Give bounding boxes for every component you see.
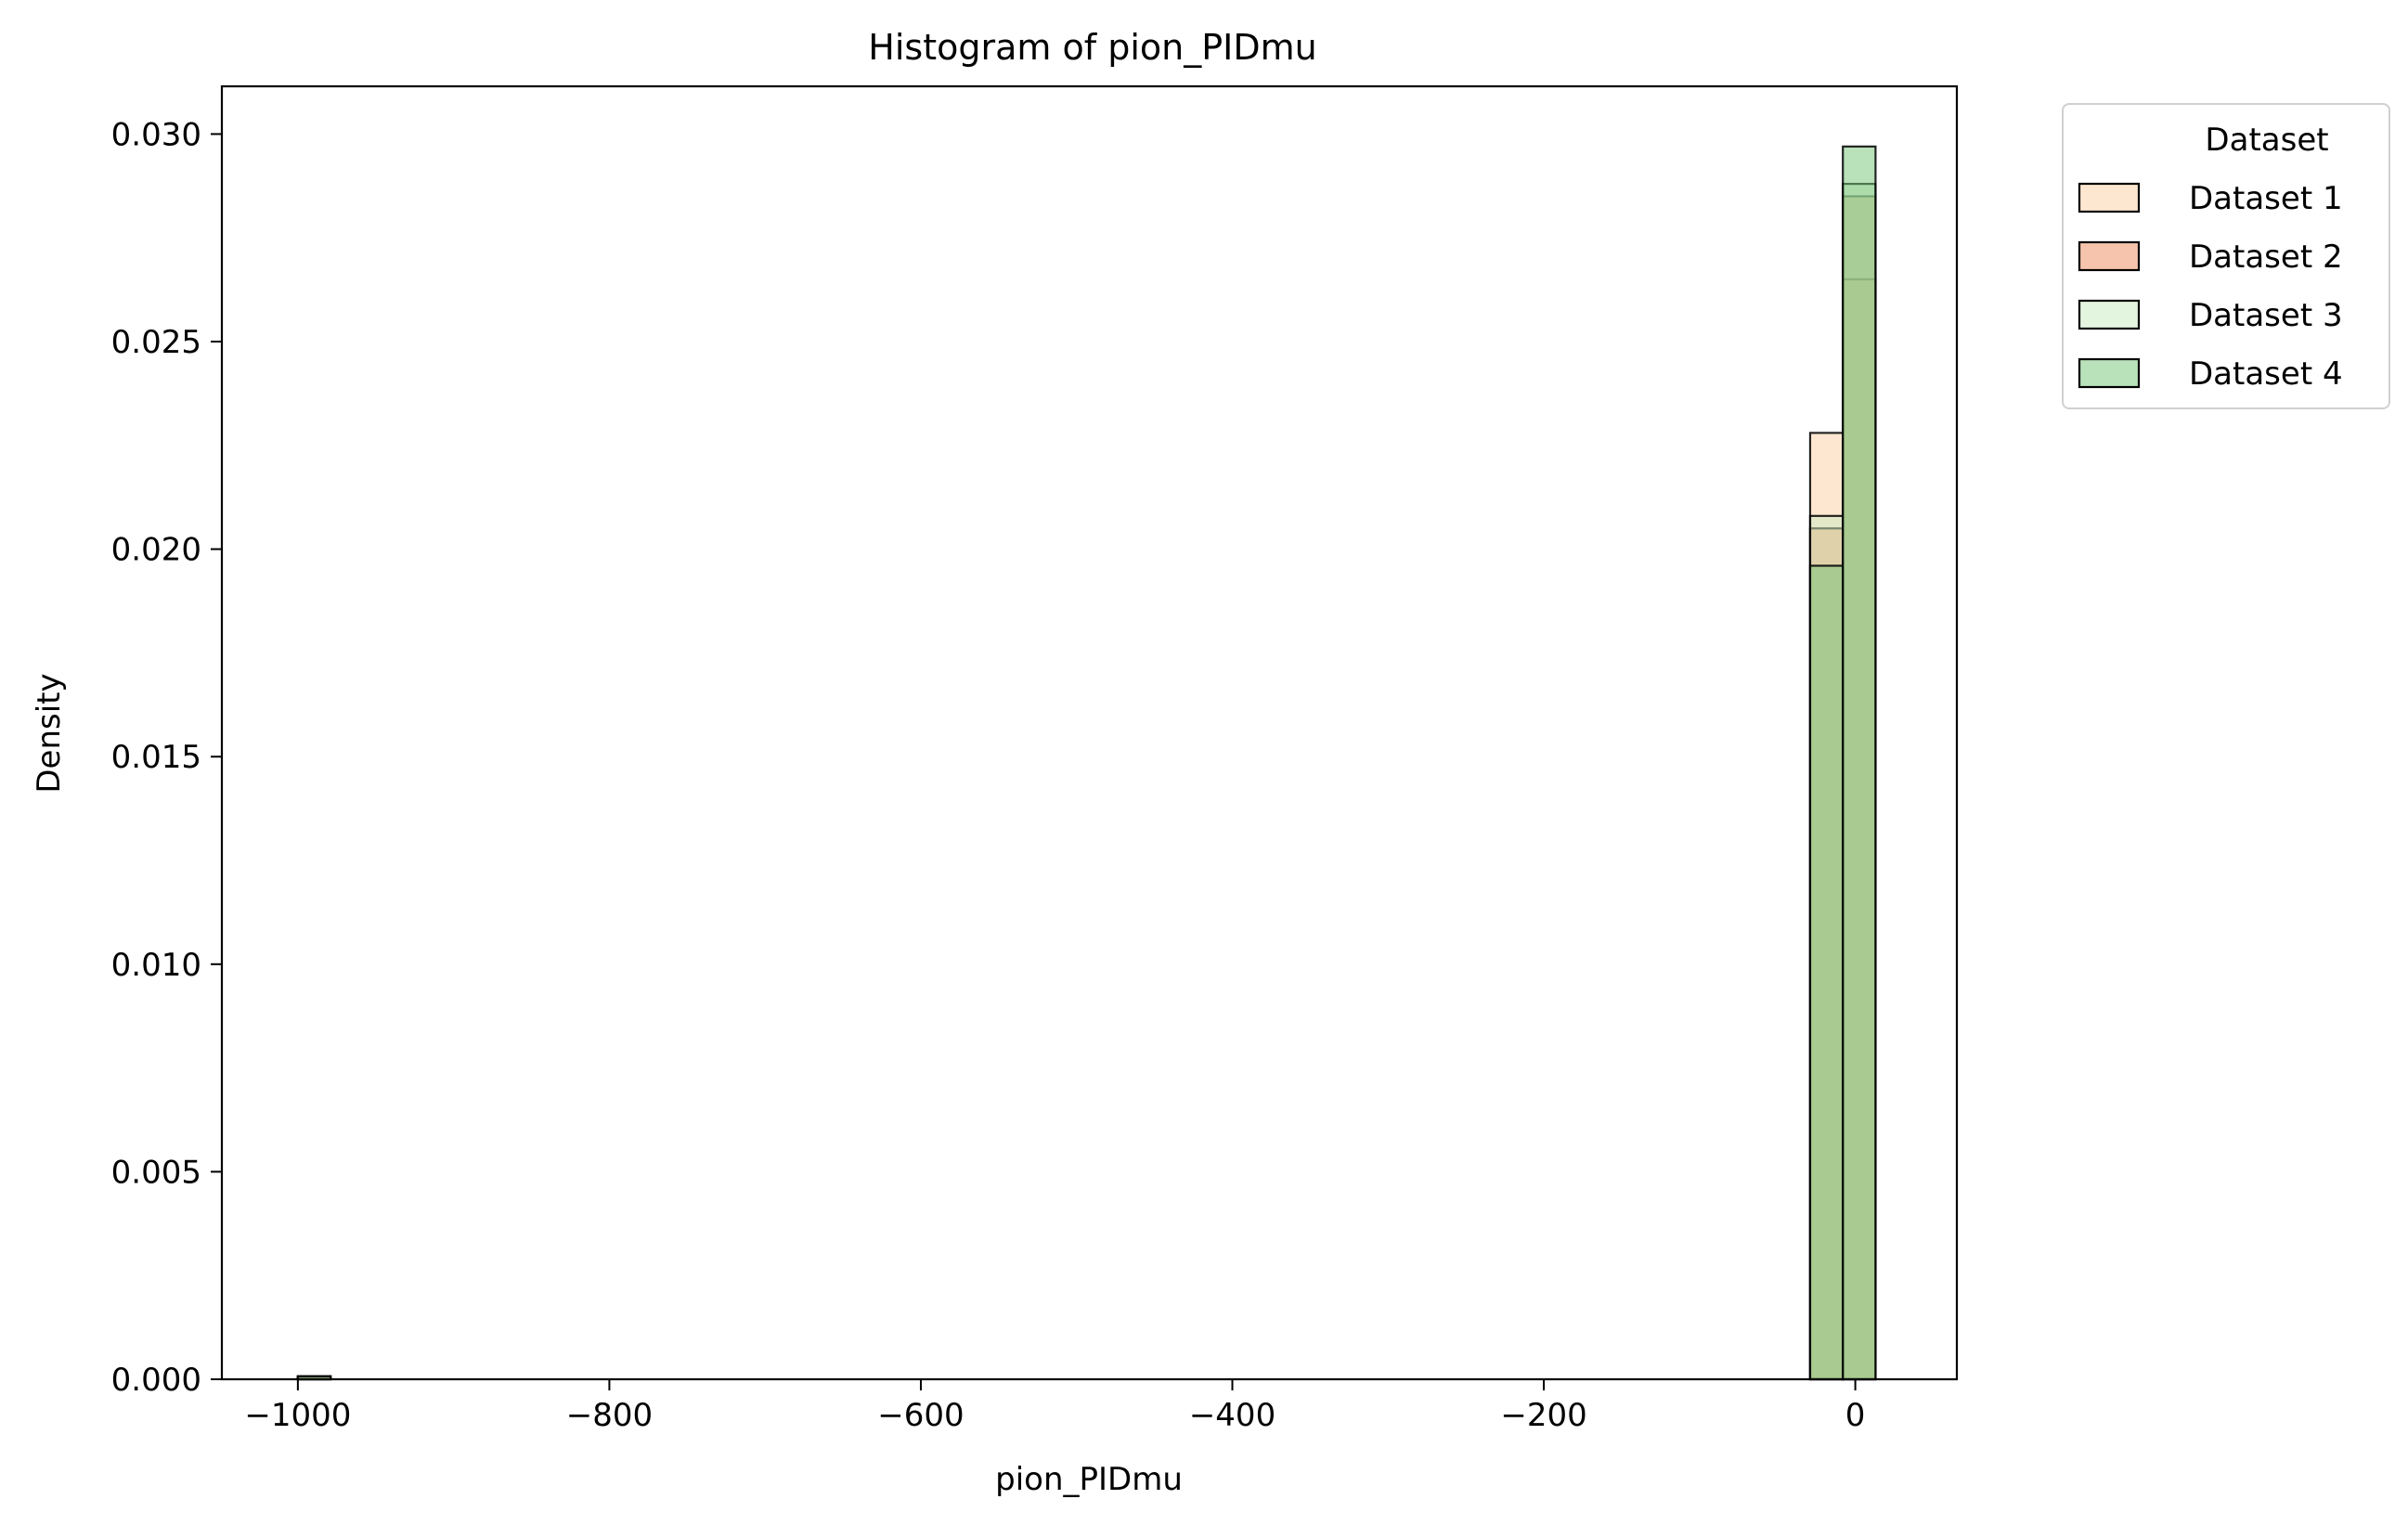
- x-tick-label-4: −400: [1189, 1397, 1275, 1434]
- y-tick-label-5: 0.020: [111, 532, 201, 569]
- legend-swatch-4: [2078, 357, 2141, 389]
- x-tick-label-1: −1000: [244, 1397, 351, 1434]
- y-axis-ticks: 0.000 0.005 0.010 0.015 0.020 0.025 0.030: [111, 116, 222, 1399]
- x-axis-ticks: −1000 −800 −600 −400 −200 0: [244, 1379, 1865, 1434]
- bar-series-4-bin-3: [1842, 145, 1877, 1381]
- y-tick-label-3: 0.010: [111, 947, 201, 984]
- y-tick-label-6: 0.025: [111, 324, 201, 361]
- legend-label-3: Dataset 3: [2189, 297, 2343, 334]
- chart-title: Histogram of pion_PIDmu: [868, 27, 1316, 68]
- x-tick-label-3: −600: [877, 1397, 964, 1434]
- legend-label-2: Dataset 2: [2189, 239, 2343, 276]
- x-tick-label-6: 0: [1845, 1397, 1866, 1434]
- legend-entries: Dataset 1 Dataset 2 Dataset 3 Dataset 4: [2078, 180, 2343, 393]
- x-tick-label-5: −200: [1500, 1397, 1586, 1434]
- y-axis-label: Density: [31, 673, 68, 793]
- x-tick-label-2: −800: [566, 1397, 653, 1434]
- bar-series-4-bin-2: [1808, 564, 1845, 1381]
- plot-frame: [220, 84, 1959, 1381]
- legend-swatch-1: [2078, 182, 2141, 213]
- y-tick-label-7: 0.030: [111, 116, 201, 153]
- legend-label-4: Dataset 4: [2189, 355, 2343, 393]
- legend-title: Dataset: [2205, 122, 2328, 159]
- y-tick-label-1: 0.000: [111, 1362, 201, 1399]
- y-tick-label-4: 0.015: [111, 739, 201, 776]
- legend-label-1: Dataset 1: [2189, 180, 2343, 217]
- legend-frame: [2062, 103, 2390, 409]
- legend-swatch-3: [2078, 299, 2141, 330]
- legend-swatch-2: [2078, 240, 2141, 272]
- x-axis-label: pion_PIDmu: [995, 1461, 1183, 1498]
- histogram-bars: [296, 145, 1877, 1381]
- y-tick-label-2: 0.005: [111, 1154, 201, 1191]
